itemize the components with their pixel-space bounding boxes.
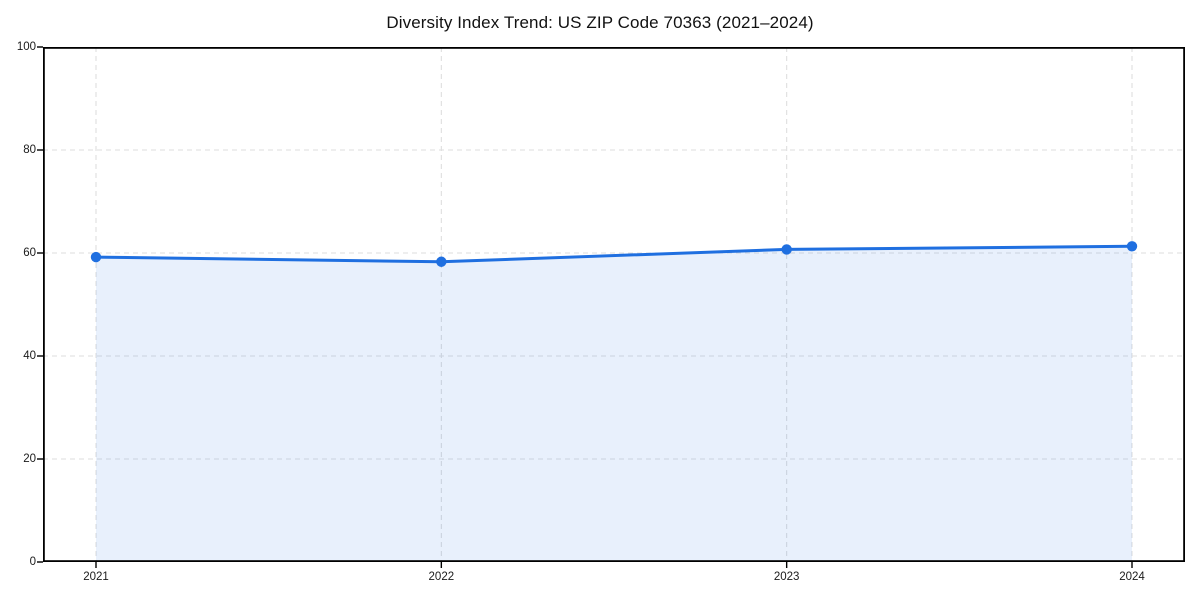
y-tick-label: 60 bbox=[23, 247, 36, 259]
data-point bbox=[436, 256, 447, 267]
y-tick-label: 20 bbox=[23, 453, 36, 465]
x-tick-label: 2023 bbox=[773, 571, 800, 583]
x-tick-label: 2022 bbox=[428, 571, 455, 583]
x-tick-label: 2024 bbox=[1119, 571, 1145, 583]
trend-line bbox=[94, 244, 1134, 264]
axis-spines bbox=[42, 46, 1185, 563]
y-tick-label: 0 bbox=[29, 556, 36, 568]
data-point bbox=[1126, 241, 1138, 252]
plot-area bbox=[37, 46, 1185, 568]
y-tick-label: 80 bbox=[23, 144, 36, 156]
data-point bbox=[90, 251, 102, 263]
y-tick-label: 100 bbox=[16, 41, 36, 53]
data-point bbox=[781, 244, 792, 255]
y-tick-label: 40 bbox=[23, 350, 36, 362]
chart-title: Diversity Index Trend: US ZIP Code 70363… bbox=[386, 13, 814, 32]
area-fill bbox=[96, 246, 1132, 563]
x-tick-label: 2021 bbox=[83, 571, 109, 583]
chart-svg bbox=[37, 46, 1185, 568]
